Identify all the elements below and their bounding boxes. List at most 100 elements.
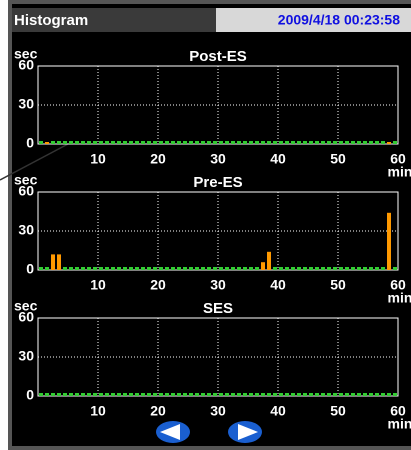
zero-bin [201, 393, 205, 396]
zero-bin [195, 267, 199, 270]
chart-title: Pre-ES [193, 174, 242, 191]
zero-bin [63, 141, 67, 144]
zero-bin [57, 393, 61, 396]
zero-bin [147, 141, 151, 144]
zero-bin [207, 141, 211, 144]
zero-bin [99, 141, 103, 144]
zero-bin [117, 393, 121, 396]
zero-bin [141, 393, 145, 396]
x-tick-label: 10 [90, 403, 106, 419]
y-tick-label: 30 [18, 222, 34, 238]
zero-bin [393, 393, 397, 396]
zero-bin [111, 393, 115, 396]
zero-bin [159, 393, 163, 396]
zero-bin [183, 267, 187, 270]
zero-bin [357, 267, 361, 270]
zero-bin [147, 267, 151, 270]
zero-bin [243, 141, 247, 144]
x-tick-label: 60 [390, 403, 406, 419]
bar [267, 251, 271, 270]
zero-bin [375, 141, 379, 144]
zero-bin [333, 393, 337, 396]
zero-bin [111, 141, 115, 144]
prev-arrow[interactable] [160, 424, 180, 440]
zero-bin [351, 393, 355, 396]
zero-bin [69, 267, 73, 270]
prev-button[interactable] [156, 421, 190, 443]
y-axis-label: sec [14, 172, 38, 188]
x-tick-label: 60 [390, 151, 406, 167]
zero-bin [345, 267, 349, 270]
zero-bin [81, 141, 85, 144]
zero-bin [189, 267, 193, 270]
x-axis-label: min [388, 164, 411, 180]
zero-bin [183, 393, 187, 396]
zero-bin [219, 141, 223, 144]
zero-bin [237, 267, 241, 270]
y-axis-label: sec [14, 298, 38, 314]
chart-title: Post-ES [189, 48, 247, 65]
x-tick-label: 50 [330, 151, 346, 167]
x-tick-label: 40 [270, 277, 286, 293]
zero-bin [381, 141, 385, 144]
zero-bin [297, 267, 301, 270]
y-tick-label: 0 [26, 261, 34, 277]
zero-bin [363, 267, 367, 270]
screen [12, 4, 411, 446]
zero-bin [141, 267, 145, 270]
zero-bin [69, 393, 73, 396]
zero-bin [93, 141, 97, 144]
y-tick-label: 0 [26, 135, 34, 151]
zero-bin [309, 393, 313, 396]
zero-bin [225, 393, 229, 396]
zero-bin [141, 141, 145, 144]
zero-bin [369, 267, 373, 270]
y-axis-label: sec [14, 46, 38, 62]
zero-bin [183, 141, 187, 144]
zero-bin [315, 267, 319, 270]
zero-bin [39, 141, 43, 144]
zero-bin [255, 141, 259, 144]
zero-bin [261, 141, 265, 144]
x-axis-label: min [388, 290, 411, 306]
zero-bin [75, 141, 79, 144]
zero-bin [63, 267, 67, 270]
zero-bin [249, 393, 253, 396]
zero-bin [51, 141, 55, 144]
bar [45, 142, 49, 144]
x-tick-label: 30 [210, 277, 226, 293]
next-arrow[interactable] [238, 424, 258, 440]
zero-bin [153, 393, 157, 396]
date-bar [216, 8, 411, 32]
zero-bin [93, 393, 97, 396]
zero-bin [195, 393, 199, 396]
zero-bin [249, 267, 253, 270]
zero-bin [339, 267, 343, 270]
zero-bin [63, 393, 67, 396]
zero-bin [39, 393, 43, 396]
zero-bin [369, 141, 373, 144]
zero-bin [69, 141, 73, 144]
zero-bin [249, 141, 253, 144]
zero-bin [315, 141, 319, 144]
zero-bin [285, 393, 289, 396]
zero-bin [387, 393, 391, 396]
zero-bin [327, 141, 331, 144]
zero-bin [135, 267, 139, 270]
zero-bin [267, 393, 271, 396]
zero-bin [75, 393, 79, 396]
zero-bin [375, 267, 379, 270]
zero-bin [321, 141, 325, 144]
zero-bin [165, 393, 169, 396]
zero-bin [123, 393, 127, 396]
zero-bin [315, 393, 319, 396]
zero-bin [309, 141, 313, 144]
bar [51, 254, 55, 270]
zero-bin [261, 393, 265, 396]
zero-bin [123, 267, 127, 270]
bar [57, 254, 61, 270]
chart-title: SES [203, 300, 233, 317]
zero-bin [279, 267, 283, 270]
next-button[interactable] [228, 421, 262, 443]
zero-bin [327, 267, 331, 270]
